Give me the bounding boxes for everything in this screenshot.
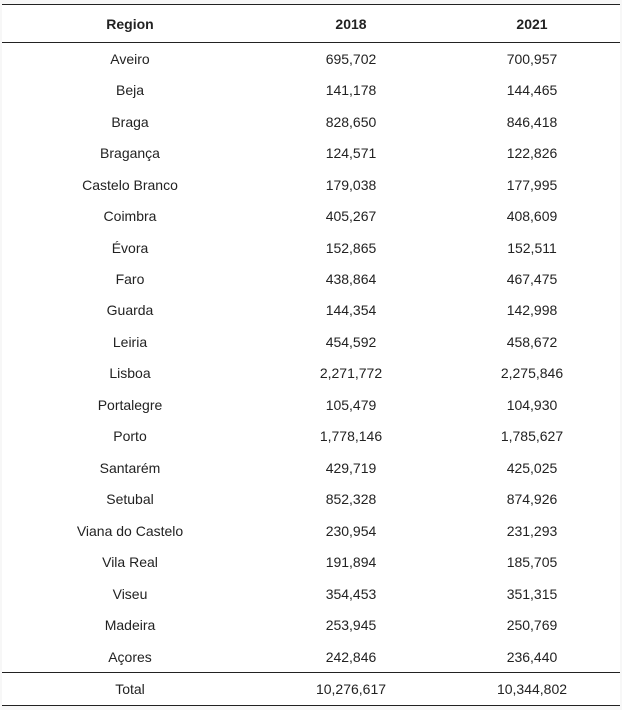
region-cell: Beja [115,82,145,99]
value-2021-cell: 144,465 [506,82,558,99]
total-label: Total [2,672,258,707]
region-cell: Viseu [112,585,148,602]
table-row: Lisboa 2,271,772 2,275,846 [2,358,620,389]
region-cell: Açores [108,648,152,665]
table-row: Guarda 144,354 142,998 [2,295,620,326]
value-2021-cell: 185,705 [506,554,558,571]
table-row: Aveiro 695,702 700,957 [2,43,620,75]
total-2018: 10,276,617 [258,672,444,707]
header-2018: 2018 [258,4,444,43]
value-2021-cell: 408,609 [506,208,558,225]
total-2021: 10,344,802 [444,672,620,707]
region-cell: Viana do Castelo [76,522,184,539]
value-2018-cell: 405,267 [325,208,377,225]
value-2018-cell: 191,894 [325,554,377,571]
value-2018-cell: 429,719 [325,459,377,476]
value-2018-cell: 152,865 [325,239,377,256]
header-2021: 2021 [444,4,620,43]
table-row: Setubal 852,328 874,926 [2,484,620,515]
table-row: Évora 152,865 152,511 [2,232,620,263]
region-cell: Leiria [112,333,148,350]
region-cell: Évora [111,239,149,256]
value-2021-cell: 250,769 [506,617,558,634]
region-cell: Castelo Branco [82,176,178,193]
value-2018-cell: 105,479 [325,396,377,413]
header-region: Region [2,4,258,43]
value-2021-cell: 152,511 [507,239,557,256]
value-2018-cell: 1,778,146 [319,428,383,445]
value-2018-cell: 179,038 [325,176,377,193]
value-2018-cell: 438,864 [325,271,377,288]
value-2021-cell: 351,315 [506,585,558,602]
value-2021-cell: 231,293 [506,522,558,539]
value-2018-cell: 2,271,772 [319,365,383,382]
region-cell: Porto [113,428,147,445]
value-2018-cell: 454,592 [325,333,377,350]
value-2018-cell: 141,178 [325,82,377,99]
region-cell: Guarda [106,302,154,319]
value-2021-cell: 177,995 [506,176,558,193]
table-row: Beja 141,178 144,465 [2,74,620,105]
table-row: Portalegre 105,479 104,930 [2,389,620,420]
value-2021-cell: 425,025 [506,459,558,476]
table-row: Santarém 429,719 425,025 [2,452,620,483]
region-cell: Madeira [104,617,156,634]
value-2021-cell: 122,826 [506,145,558,162]
table-row: Coimbra 405,267 408,609 [2,200,620,231]
value-2021-cell: 458,672 [506,333,558,350]
region-cell: Lisboa [109,365,151,382]
table-row: Bragança 124,571 122,826 [2,137,620,168]
table-row: Braga 828,650 846,418 [2,106,620,137]
value-2021-cell: 236,440 [506,648,558,665]
value-2018-cell: 144,354 [325,302,377,319]
value-2021-cell: 467,475 [506,271,558,288]
region-cell: Coimbra [103,208,157,225]
table-row: Faro 438,864 467,475 [2,263,620,294]
value-2018-cell: 124,571 [325,145,377,162]
value-2021-cell: 1,785,627 [500,428,564,445]
table-row: Castelo Branco 179,038 177,995 [2,169,620,200]
header-row: Region 2018 2021 [2,4,620,43]
value-2018-cell: 828,650 [325,113,377,130]
value-2021-cell: 104,930 [506,396,558,413]
total-row: Total 10,276,617 10,344,802 [2,672,620,707]
value-2021-cell: 2,275,846 [500,365,564,382]
table-row: Viseu 354,453 351,315 [2,578,620,609]
region-cell: Setubal [106,491,154,508]
table-row: Vila Real 191,894 185,705 [2,547,620,578]
region-cell: Portalegre [97,396,163,413]
table-row: Leiria 454,592 458,672 [2,326,620,357]
region-cell: Aveiro [110,50,150,67]
value-2018-cell: 242,846 [325,648,377,665]
value-2018-cell: 852,328 [325,491,377,508]
table-row: Porto 1,778,146 1,785,627 [2,421,620,452]
value-2021-cell: 142,998 [506,302,558,319]
region-cell: Faro [115,271,145,288]
value-2018-cell: 230,954 [325,522,377,539]
value-2018-cell: 253,945 [325,617,377,634]
value-2021-cell: 700,957 [506,50,558,67]
value-2021-cell: 874,926 [506,491,558,508]
population-table: Region 2018 2021 Aveiro 695,702 700,957 Bej… [2,4,620,707]
value-2018-cell: 695,702 [325,50,377,67]
region-cell: Braga [111,113,149,130]
table-row: Açores 242,846 236,440 [2,641,620,673]
value-2021-cell: 846,418 [506,113,558,130]
region-cell: Vila Real [102,554,158,571]
table-row: Madeira 253,945 250,769 [2,609,620,640]
region-cell: Bragança [100,145,160,162]
value-2018-cell: 354,453 [325,585,377,602]
table-row: Viana do Castelo 230,954 231,293 [2,515,620,546]
region-cell: Santarém [99,459,161,476]
